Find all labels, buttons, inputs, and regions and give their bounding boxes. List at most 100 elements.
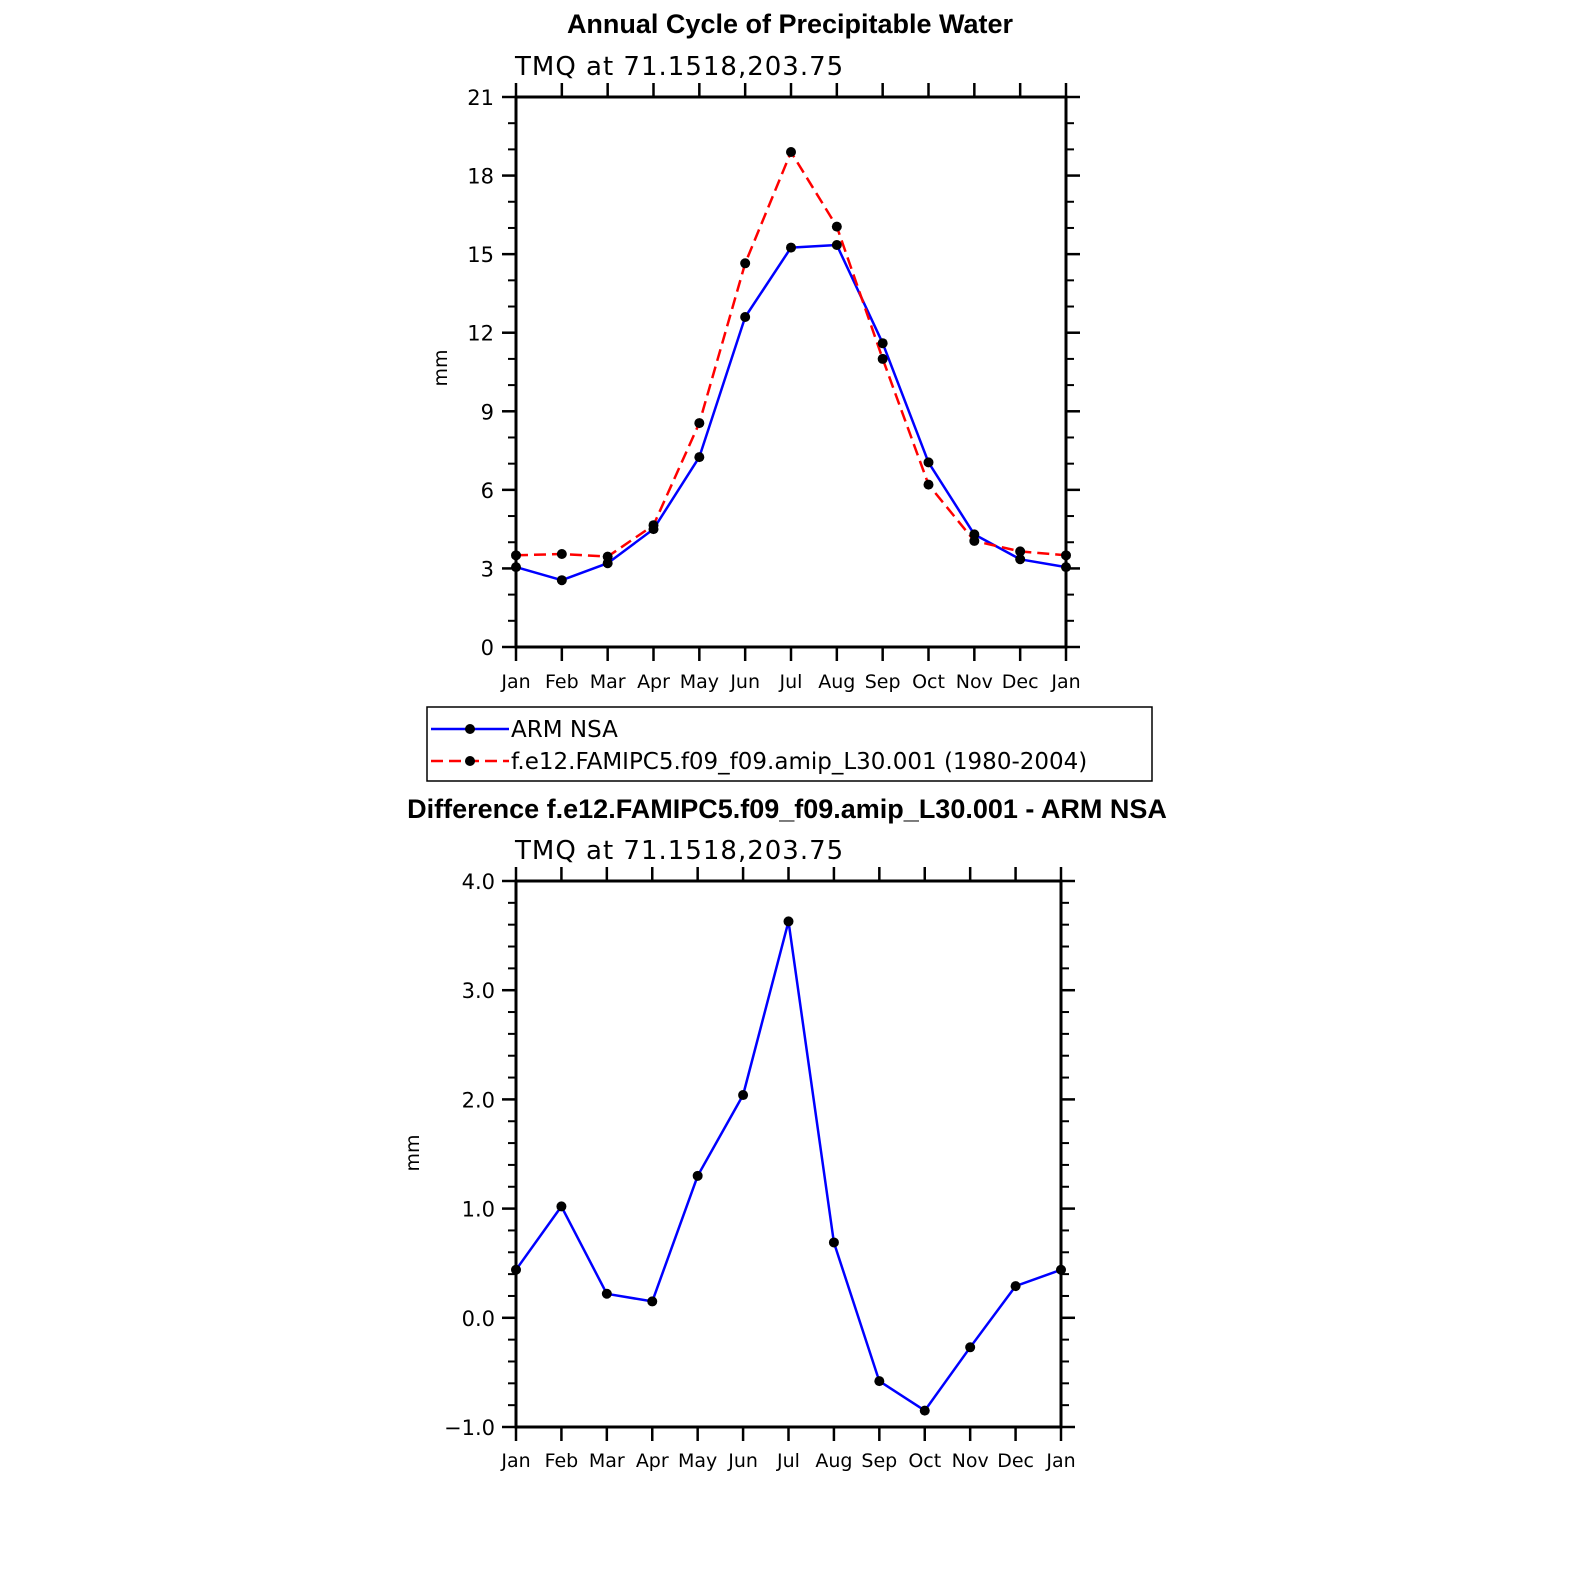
difference-series-0-point [601,1288,612,1299]
annual-x-tick-label: Aug [818,671,855,693]
difference-x-tick-label: Aug [815,1450,852,1472]
annual-y-tick-label: 12 [467,322,494,346]
annual-y-tick-label: 6 [481,479,494,503]
difference-y-tick-label: −1.0 [444,1416,495,1440]
difference-plot-area: −1.0 0.0 1.0 2.0 3.0 4.0 Jan Feb Mar Apr May Jun Jul… [444,867,1076,1472]
annual-cycle-title: Annual Cycle of Precipitable Water [567,9,1014,39]
difference-x-tick-label: May [678,1450,717,1472]
difference-x-tick-label: Nov [952,1450,989,1472]
legend-marker-model [465,756,475,766]
annual-series-1-point [1015,546,1026,557]
annual-cycle-legend: ARM NSA f.e12.FAMIPC5.f09_f09.amip_L30.0… [426,706,1153,782]
difference-x-tick-label: Jan [1045,1450,1075,1472]
difference-series-0-point [783,916,794,927]
difference-series-0-point [511,1264,521,1275]
annual-plot-frame [514,95,1068,649]
difference-y-tick-label: 1.0 [462,1198,495,1222]
annual-cycle-subtitle: TMQ at 71.1518,203.75 [514,52,844,82]
difference-series-0-point [965,1342,976,1353]
difference-series-0-point [874,1376,885,1387]
annual-cycle-panel: Annual Cycle of Precipitable Water TMQ a… [426,9,1153,782]
annual-series-1-point [786,147,796,157]
difference-x-tick-label: Mar [589,1450,625,1472]
legend-label-arm-nsa: ARM NSA [511,717,618,743]
annual-x-tick-label: Apr [637,671,670,693]
difference-subtitle: TMQ at 71.1518,203.75 [514,836,844,866]
difference-y-tick-label: 3.0 [462,979,495,1003]
annual-series-0-point [740,312,751,322]
annual-series-1-point [923,479,934,490]
annual-series-1-point [602,551,613,562]
difference-title: Difference f.e12.FAMIPC5.f09_f09.amip_L3… [407,794,1167,824]
annual-series-1-point [831,221,842,232]
difference-series-0-point [1010,1281,1021,1292]
annual-series-0-point [877,338,888,349]
difference-series-0-point [738,1090,749,1101]
legend-item-arm-nsa: ARM NSA [431,717,618,743]
difference-x-tick-label: Oct [908,1450,941,1472]
difference-y-tick-label: 4.0 [462,870,495,894]
annual-x-tick-label: Nov [956,671,993,693]
annual-series-0-point [556,575,567,586]
annual-series-0-point [1015,554,1026,565]
annual-x-tick-label: Jan [500,671,530,693]
difference-x-tick-label: Dec [997,1450,1034,1472]
difference-y-axis-label: mm [402,1134,424,1171]
difference-plot-frame [514,879,1063,1429]
annual-series-0-point [694,452,705,463]
legend-frame [426,706,1153,782]
annual-series-0-point [923,457,934,468]
annual-series-1-point [694,418,705,429]
annual-x-tick-label: Jul [779,671,803,693]
difference-series-0-point [647,1296,658,1307]
difference-x-tick-label: Jun [727,1450,758,1472]
difference-x-tick-label: Jul [776,1450,800,1472]
annual-x-tick-label: Sep [865,671,901,693]
difference-series-0-point [919,1405,930,1416]
difference-series-0-point [692,1170,703,1181]
annual-series-1-point [877,353,888,364]
annual-x-tick-label: May [680,671,719,693]
difference-series-0-point [556,1201,567,1212]
annual-y-tick-label: 3 [481,557,494,581]
annual-x-tick-label: Jun [729,671,760,693]
annual-y-tick-label: 0 [481,636,494,660]
annual-x-tick-label: Oct [912,671,945,693]
difference-y-tick-label: 0.0 [462,1307,495,1331]
difference-series-0-line [514,920,1062,1412]
annual-y-tick-label: 9 [481,400,494,424]
annual-series-1-point [511,550,521,561]
legend-marker-arm-nsa [465,724,475,734]
annual-series-0-point [511,562,521,573]
difference-x-tick-label: Feb [545,1450,579,1472]
difference-panel: Difference f.e12.FAMIPC5.f09_f09.amip_L3… [402,794,1167,1472]
annual-series-1-line [515,150,1067,558]
annual-x-tick-label: Feb [545,671,579,693]
legend-label-model: f.e12.FAMIPC5.f09_f09.amip_L30.001 (1980… [511,749,1087,775]
annual-series-1-point [556,549,567,560]
annual-x-tick-label: Mar [590,671,626,693]
difference-x-tick-label: Apr [636,1450,669,1472]
annual-y-tick-label: 21 [467,86,494,110]
legend-item-model: f.e12.FAMIPC5.f09_f09.amip_L30.001 (1980… [431,749,1087,775]
annual-x-tick-label: Jan [1050,671,1080,693]
difference-x-tick-label: Sep [861,1450,897,1472]
annual-series-1-point [648,520,659,531]
annual-series-1-point [1061,550,1071,561]
annual-cycle-y-axis-label: mm [430,349,452,386]
annual-series-1-point [969,535,980,546]
difference-y-tick-label: 2.0 [462,1088,495,1112]
annual-y-tick-label: 18 [467,165,494,189]
annual-cycle-plot-area: 0 3 6 9 12 15 18 21 Jan Feb Mar Apr May Jun Jul Aug Sep O… [467,83,1081,693]
difference-x-tick-label: Jan [500,1450,530,1472]
annual-series-0-point [786,242,796,253]
annual-series-1-point [740,258,751,269]
annual-series-0-point [831,239,842,250]
annual-series-0-line [515,243,1067,582]
difference-series-0-point [1056,1264,1066,1275]
difference-series-0-point [828,1237,839,1248]
annual-series-0-point [1061,562,1071,573]
annual-x-tick-label: Dec [1002,671,1039,693]
annual-y-tick-label: 15 [467,243,494,267]
